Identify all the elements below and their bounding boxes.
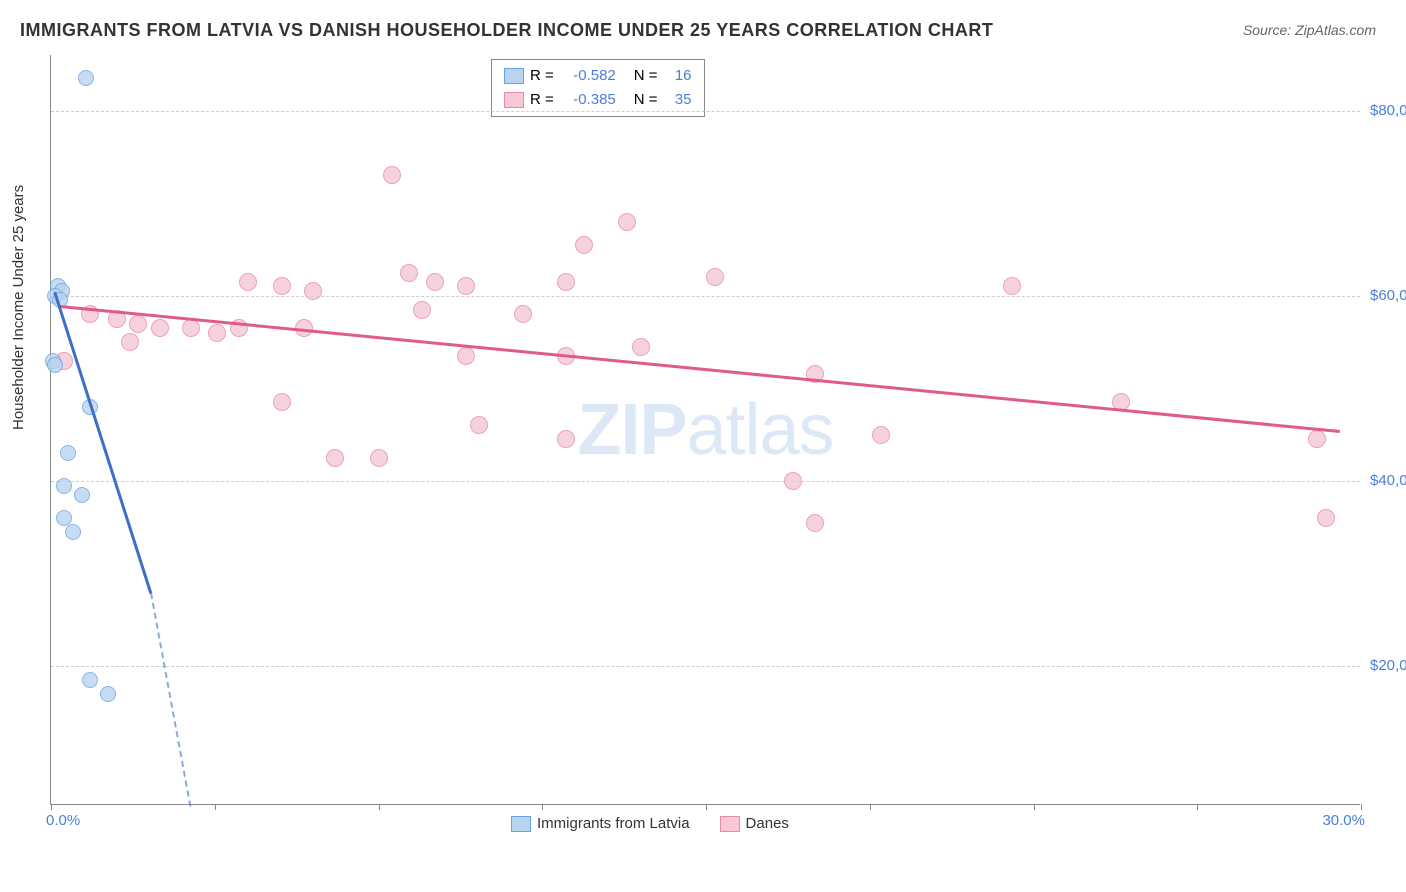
chart-plot-area: ZIPatlas R =-0.582N =16R =-0.385N =35 Im… [50,55,1360,805]
data-point-danes [239,273,257,291]
x-tick-mark [379,804,380,810]
data-point-danes [273,393,291,411]
data-point-danes [326,449,344,467]
data-point-latvia [78,70,94,86]
data-point-danes [383,166,401,184]
data-point-latvia [74,487,90,503]
gridline [51,481,1360,482]
data-point-latvia [56,478,72,494]
legend-item: Danes [720,815,789,832]
x-tick-mark [542,804,543,810]
stats-legend: R =-0.582N =16R =-0.385N =35 [491,59,705,117]
data-point-danes [208,324,226,342]
x-tick-mark [706,804,707,810]
y-tick-label: $20,000 [1370,657,1406,674]
data-point-danes [872,426,890,444]
data-point-latvia [82,672,98,688]
data-point-danes [470,416,488,434]
data-point-danes [632,338,650,356]
x-tick-mark [215,804,216,810]
legend-stat-row: R =-0.385N =35 [504,88,692,112]
data-point-latvia [65,524,81,540]
data-point-danes [121,333,139,351]
legend-stat-row: R =-0.582N =16 [504,64,692,88]
data-point-latvia [100,686,116,702]
legend-item: Immigrants from Latvia [511,815,690,832]
data-point-danes [129,315,147,333]
data-point-danes [806,514,824,532]
x-axis-max: 30.0% [1322,812,1365,829]
data-point-danes [706,268,724,286]
series-legend: Immigrants from Latvia Danes [511,815,789,832]
chart-title: IMMIGRANTS FROM LATVIA VS DANISH HOUSEHO… [20,20,993,41]
data-point-danes [784,472,802,490]
trend-line [150,593,191,806]
data-point-danes [618,213,636,231]
data-point-danes [273,277,291,295]
data-point-danes [413,301,431,319]
data-point-danes [557,273,575,291]
data-point-danes [1003,277,1021,295]
data-point-danes [457,347,475,365]
x-tick-mark [1034,804,1035,810]
x-tick-mark [51,804,52,810]
data-point-danes [457,277,475,295]
gridline [51,296,1360,297]
y-axis-label: Householder Income Under 25 years [10,185,27,430]
data-point-danes [151,319,169,337]
x-axis-min: 0.0% [46,812,80,829]
data-point-latvia [60,445,76,461]
data-point-danes [182,319,200,337]
trend-line [54,292,152,594]
watermark: ZIPatlas [577,389,833,471]
data-point-danes [514,305,532,323]
data-point-danes [400,264,418,282]
data-point-danes [1308,430,1326,448]
x-tick-mark [1361,804,1362,810]
y-tick-label: $40,000 [1370,472,1406,489]
data-point-danes [1317,509,1335,527]
data-point-danes [557,430,575,448]
data-point-danes [575,236,593,254]
data-point-danes [426,273,444,291]
y-tick-label: $80,000 [1370,102,1406,119]
x-tick-mark [1197,804,1198,810]
x-tick-mark [870,804,871,810]
data-point-danes [370,449,388,467]
data-point-latvia [47,357,63,373]
gridline [51,666,1360,667]
data-point-danes [304,282,322,300]
trend-line [60,305,1340,432]
gridline [51,111,1360,112]
y-tick-label: $60,000 [1370,287,1406,304]
source-label: Source: ZipAtlas.com [1243,22,1376,38]
